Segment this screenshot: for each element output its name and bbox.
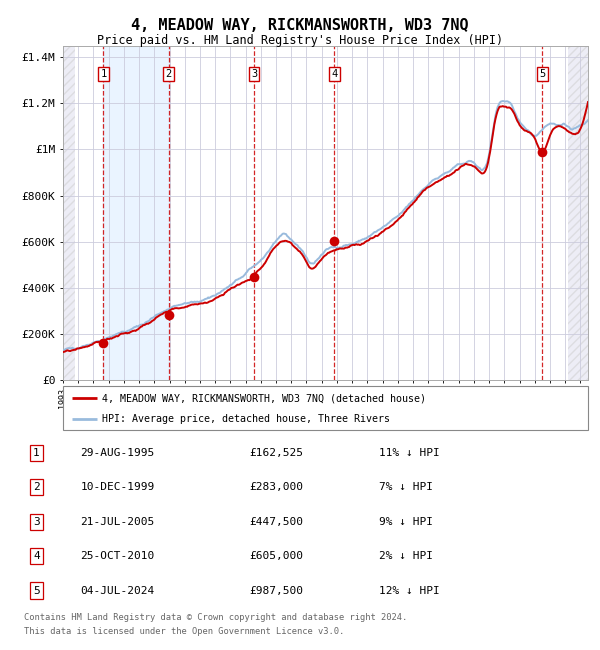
Text: 04-JUL-2024: 04-JUL-2024 xyxy=(80,586,155,595)
Text: 2: 2 xyxy=(166,69,172,79)
Text: £283,000: £283,000 xyxy=(250,482,304,492)
Text: 1: 1 xyxy=(33,448,40,458)
Text: 12% ↓ HPI: 12% ↓ HPI xyxy=(379,586,440,595)
Text: 2% ↓ HPI: 2% ↓ HPI xyxy=(379,551,433,561)
Text: 7% ↓ HPI: 7% ↓ HPI xyxy=(379,482,433,492)
Text: HPI: Average price, detached house, Three Rivers: HPI: Average price, detached house, Thre… xyxy=(103,414,391,424)
Text: 25-OCT-2010: 25-OCT-2010 xyxy=(80,551,155,561)
Text: 10-DEC-1999: 10-DEC-1999 xyxy=(80,482,155,492)
Text: 4, MEADOW WAY, RICKMANSWORTH, WD3 7NQ (detached house): 4, MEADOW WAY, RICKMANSWORTH, WD3 7NQ (d… xyxy=(103,393,427,404)
Text: 3: 3 xyxy=(251,69,257,79)
Text: £162,525: £162,525 xyxy=(250,448,304,458)
Text: 29-AUG-1995: 29-AUG-1995 xyxy=(80,448,155,458)
Text: 4: 4 xyxy=(331,69,337,79)
Text: £447,500: £447,500 xyxy=(250,517,304,526)
Text: 11% ↓ HPI: 11% ↓ HPI xyxy=(379,448,440,458)
Text: 4: 4 xyxy=(33,551,40,561)
Text: £987,500: £987,500 xyxy=(250,586,304,595)
Text: 5: 5 xyxy=(33,586,40,595)
FancyBboxPatch shape xyxy=(63,386,588,430)
Text: 5: 5 xyxy=(539,69,545,79)
Text: 4, MEADOW WAY, RICKMANSWORTH, WD3 7NQ: 4, MEADOW WAY, RICKMANSWORTH, WD3 7NQ xyxy=(131,18,469,33)
Text: 2: 2 xyxy=(33,482,40,492)
Bar xyxy=(103,46,169,380)
Text: 9% ↓ HPI: 9% ↓ HPI xyxy=(379,517,433,526)
Text: This data is licensed under the Open Government Licence v3.0.: This data is licensed under the Open Gov… xyxy=(24,627,344,636)
Text: £605,000: £605,000 xyxy=(250,551,304,561)
Text: Contains HM Land Registry data © Crown copyright and database right 2024.: Contains HM Land Registry data © Crown c… xyxy=(24,613,407,622)
Text: 21-JUL-2005: 21-JUL-2005 xyxy=(80,517,155,526)
Text: Price paid vs. HM Land Registry's House Price Index (HPI): Price paid vs. HM Land Registry's House … xyxy=(97,34,503,47)
Text: 1: 1 xyxy=(100,69,107,79)
Text: 3: 3 xyxy=(33,517,40,526)
